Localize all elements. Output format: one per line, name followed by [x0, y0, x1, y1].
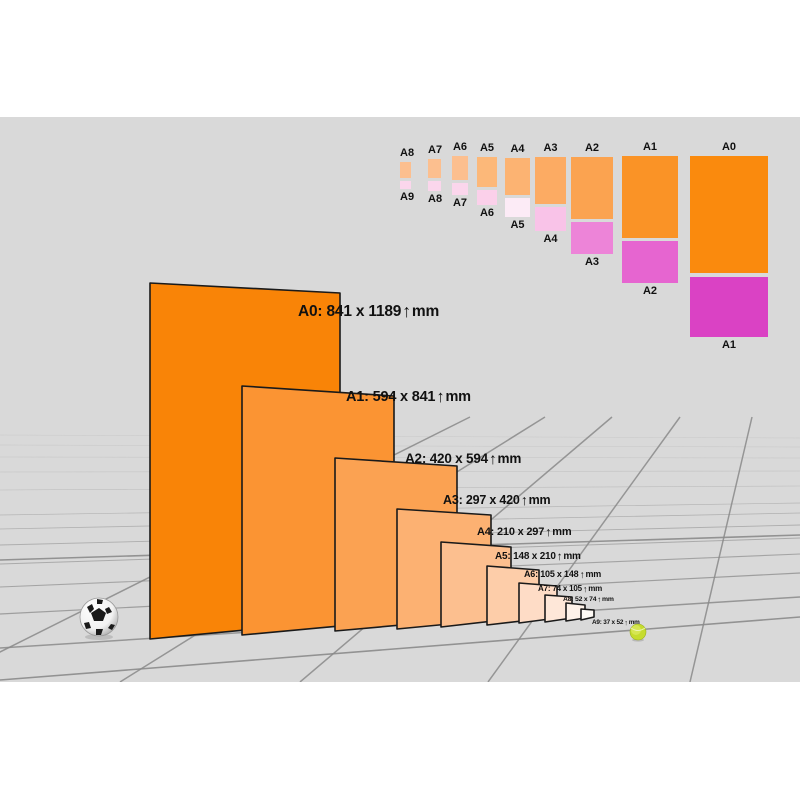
height-arrow-icon: ↑	[436, 387, 445, 406]
size-label-text: A8: 52 x 74	[563, 596, 597, 603]
chart-rect-a4	[505, 158, 530, 195]
height-arrow-icon: ↑	[597, 595, 602, 604]
height-arrow-icon: ↑	[488, 451, 497, 468]
size-label-text: A9: 37 x 52	[592, 619, 624, 626]
height-arrow-icon: ↑	[556, 551, 563, 563]
chart-label-a3-below: A3	[584, 256, 600, 268]
size-label-unit: mm	[552, 526, 572, 538]
chart-label-a9-below: A9	[400, 191, 415, 203]
chart-rect-a6	[477, 190, 497, 205]
chart-rect-a2	[622, 241, 678, 283]
chart-rect-a1	[622, 156, 678, 238]
size-label-unit: mm	[411, 303, 440, 320]
size-label-unit: mm	[602, 596, 614, 603]
size-label-text: A7: 74 x 105	[538, 584, 582, 593]
chart-label-a8-below: A8	[428, 193, 443, 205]
chart-rect-a2	[571, 157, 613, 219]
size-label-unit: mm	[585, 569, 602, 579]
chart-label-a1-above: A1	[642, 141, 658, 153]
size-label-text: A5: 148 x 210	[495, 551, 556, 562]
height-arrow-icon: ↑	[520, 493, 528, 509]
size-label-a1: A1: 594 x 841↑mm	[346, 386, 471, 406]
chart-rect-a8	[428, 181, 441, 191]
chart-rect-a0	[690, 156, 768, 273]
chart-rect-a5	[505, 198, 530, 217]
chart-label-a2-below: A2	[642, 285, 658, 297]
chart-rect-a5	[477, 157, 497, 187]
size-label-text: A1: 594 x 841	[346, 389, 436, 405]
size-label-text: A4: 210 x 297	[477, 526, 545, 538]
size-label-text: A0: 841 x 1189	[298, 303, 402, 320]
chart-rect-a6	[452, 156, 468, 180]
size-label-a6: A6: 105 x 148↑mm	[524, 569, 602, 581]
size-label-a5: A5: 148 x 210↑mm	[495, 550, 581, 563]
chart-rect-a7	[428, 159, 441, 178]
size-label-a9: A9: 37 x 52↑mm	[592, 617, 640, 627]
height-arrow-icon: ↑	[582, 584, 588, 594]
height-arrow-icon: ↑	[402, 301, 411, 321]
size-label-a8: A8: 52 x 74↑mm	[563, 594, 614, 604]
size-label-unit: mm	[528, 493, 551, 507]
chart-label-a3-above: A3	[543, 142, 558, 154]
size-label-unit: mm	[445, 389, 471, 405]
size-label-unit: mm	[588, 584, 603, 593]
chart-label-a5-above: A5	[479, 142, 495, 154]
height-arrow-icon: ↑	[624, 618, 628, 627]
chart-label-a4-above: A4	[510, 143, 525, 155]
size-label-unit: mm	[563, 551, 581, 562]
chart-label-a8-above: A8	[400, 147, 415, 159]
chart-label-a6-below: A6	[479, 207, 495, 219]
chart-rect-a4	[535, 207, 566, 231]
size-label-text: A6: 105 x 148	[524, 569, 579, 579]
chart-label-a4-below: A4	[543, 233, 558, 245]
chart-rect-a7	[452, 183, 468, 195]
paper-panels-group	[149, 282, 595, 640]
height-arrow-icon: ↑	[545, 525, 552, 539]
chart-rect-a3	[535, 157, 566, 204]
chart-rect-a3	[571, 222, 613, 254]
soccer-ball-icon	[79, 597, 119, 640]
chart-label-a5-below: A5	[510, 219, 525, 231]
size-label-unit: mm	[628, 619, 640, 626]
chart-label-a2-above: A2	[584, 142, 600, 154]
size-label-a7: A7: 74 x 105↑mm	[538, 583, 603, 594]
chart-rect-a1	[690, 277, 768, 337]
chart-rect-a8	[400, 162, 411, 178]
chart-label-a6-above: A6	[452, 141, 468, 153]
size-label-a3: A3: 297 x 420↑mm	[443, 492, 551, 509]
size-label-text: A2: 420 x 594	[405, 451, 488, 466]
chart-rect-a9	[400, 181, 411, 189]
size-label-text: A3: 297 x 420	[443, 493, 520, 507]
size-label-a4: A4: 210 x 297↑mm	[477, 524, 572, 539]
chart-label-a7-above: A7	[428, 144, 443, 156]
size-label-unit: mm	[497, 451, 522, 466]
size-label-a0: A0: 841 x 1189↑mm	[298, 300, 439, 321]
paper-panel-a9	[580, 608, 595, 621]
chart-label-a7-below: A7	[452, 197, 468, 209]
chart-label-a0-above: A0	[721, 141, 737, 153]
chart-label-a1-below: A1	[721, 339, 737, 351]
height-arrow-icon: ↑	[579, 570, 585, 581]
tennis-ball-icon	[629, 623, 647, 642]
size-label-a2: A2: 420 x 594↑mm	[405, 450, 521, 468]
